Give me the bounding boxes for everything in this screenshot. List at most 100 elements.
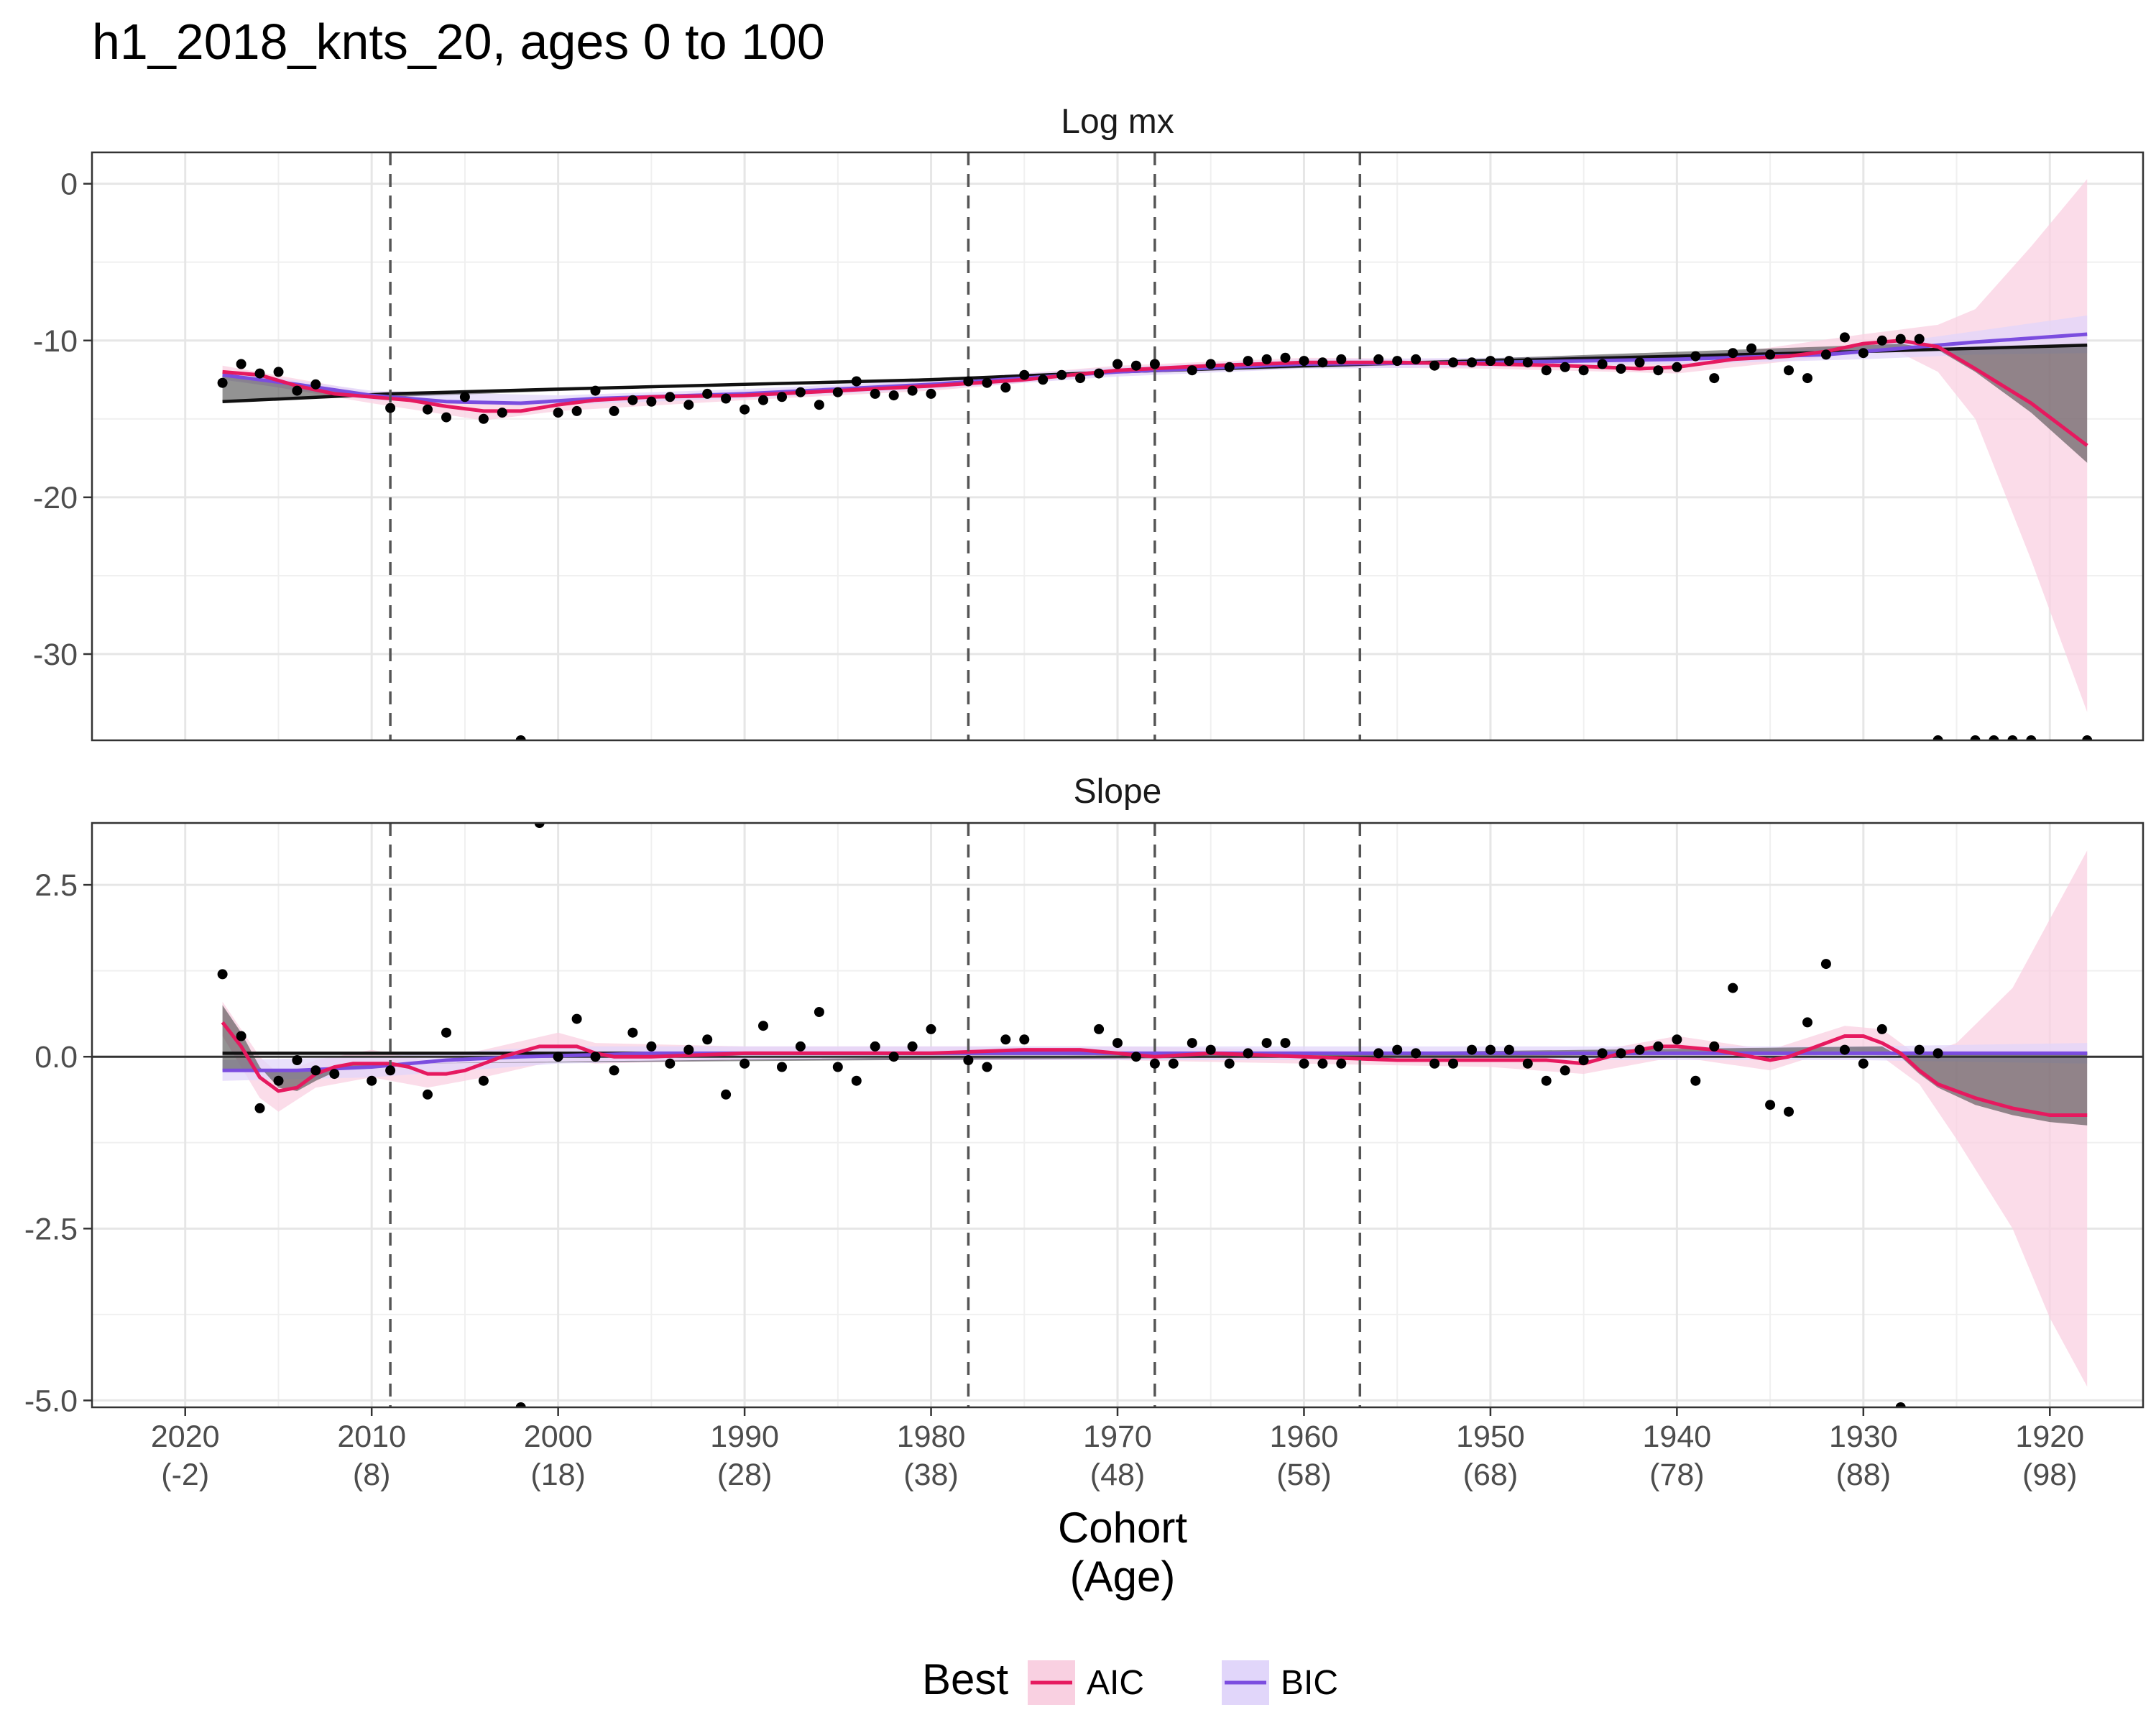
data-point [217, 377, 228, 388]
y-tick-label: 0 [60, 167, 78, 202]
panels: Log mx 0 -10 -20 -30 Slope 2.5 0.0 -2.5 -5.0 [24, 103, 2145, 1418]
x-tick-label-age: (18) [530, 1458, 585, 1492]
data-point [217, 969, 228, 980]
data-point [310, 1065, 321, 1076]
data-point [851, 1075, 862, 1086]
data-point [1373, 1048, 1384, 1059]
data-point [1728, 983, 1738, 993]
data-point [497, 408, 507, 418]
data-point [1820, 349, 1831, 360]
data-point [665, 1058, 676, 1069]
data-point [832, 387, 843, 397]
x-axis: 2020 (-2) 2010 (8) 2000 (18) 1990 (28) 1980 (38) 1… [151, 1407, 2084, 1492]
y-tick-label: -2.5 [24, 1212, 78, 1246]
data-point [441, 412, 451, 423]
data-point [963, 1055, 974, 1065]
x-tick-label-age: (68) [1463, 1458, 1518, 1492]
data-point [1243, 356, 1253, 367]
data-point [1802, 373, 1812, 384]
panel-body [92, 823, 2143, 1407]
x-tick-label-cohort: 1990 [710, 1420, 779, 1454]
data-point [1839, 332, 1850, 343]
data-point [1970, 735, 1981, 740]
legend: Best AIC BIC [922, 1655, 1338, 1705]
data-point [590, 1052, 601, 1062]
y-tick-label: -30 [33, 638, 78, 672]
data-point [273, 1075, 284, 1086]
y-tick-label: 2.5 [34, 868, 78, 903]
x-tick-label-cohort: 1920 [2015, 1420, 2084, 1454]
data-point [1373, 354, 1384, 364]
data-point [1130, 1052, 1141, 1062]
data-point [1336, 1058, 1347, 1069]
data-point [1000, 1034, 1011, 1045]
data-point [1205, 359, 1216, 369]
data-point [1503, 1044, 1514, 1055]
data-point [1261, 1038, 1272, 1049]
data-point [683, 1044, 694, 1055]
data-point [329, 1069, 340, 1080]
data-point [982, 377, 992, 388]
data-point [1149, 1058, 1160, 1069]
x-tick-label-age: (78) [1649, 1458, 1704, 1492]
data-point [1932, 1048, 1943, 1059]
data-point [1429, 1058, 1440, 1069]
data-point [702, 1034, 713, 1045]
x-tick-label-cohort: 2010 [337, 1420, 406, 1454]
data-point [236, 359, 247, 369]
legend-title: Best [922, 1655, 1008, 1703]
x-tick-label-cohort: 1960 [1270, 1420, 1339, 1454]
data-point [1560, 1065, 1570, 1076]
data-point [254, 1103, 265, 1113]
data-point [1243, 1048, 1253, 1059]
data-point [1075, 373, 1086, 384]
data-point [1392, 1044, 1403, 1055]
data-point [1690, 1075, 1701, 1086]
aic-line [221, 1021, 2088, 1117]
data-point [1597, 359, 1608, 369]
data-point [1168, 1058, 1179, 1069]
x-tick-label-cohort: 2020 [151, 1420, 220, 1454]
data-point [1094, 368, 1105, 379]
data-point [478, 413, 489, 424]
data-point [1485, 1044, 1496, 1055]
data-point [1895, 1402, 1906, 1407]
data-point [1411, 354, 1422, 364]
data-point [1765, 1100, 1776, 1110]
data-point [1112, 359, 1123, 369]
data-point [1299, 1058, 1309, 1069]
data-point [1765, 349, 1776, 360]
data-point [963, 376, 974, 387]
data-point [1746, 343, 1757, 354]
x-axis-title-line2: (Age) [1070, 1552, 1176, 1601]
data-point [609, 1065, 619, 1076]
data-point [907, 1041, 918, 1052]
data-point [1336, 354, 1347, 364]
data-point [553, 408, 563, 418]
y-tick-label: -20 [33, 481, 78, 515]
data-point [907, 385, 918, 396]
data-point [515, 735, 526, 740]
data-point [1019, 369, 1030, 380]
data-point [1895, 334, 1906, 344]
panel-strip-label: Log mx [1061, 103, 1174, 141]
data-point [1690, 351, 1701, 362]
data-point [534, 823, 545, 828]
data-point [982, 1062, 992, 1072]
data-point [1392, 356, 1403, 367]
data-point [627, 1027, 638, 1038]
y-tick-label: -5.0 [24, 1384, 78, 1418]
data-point [1858, 1058, 1869, 1069]
data-point [832, 1062, 843, 1072]
data-point [1261, 354, 1272, 364]
y-tick-label: 0.0 [34, 1040, 78, 1075]
data-point [1672, 1034, 1682, 1045]
data-point [1094, 1024, 1105, 1034]
data-point [1802, 1017, 1812, 1028]
x-tick-label-age: (38) [903, 1458, 958, 1492]
data-point [627, 395, 638, 405]
data-point [1932, 735, 1943, 740]
data-point [740, 1058, 750, 1069]
data-point [1989, 735, 1999, 740]
